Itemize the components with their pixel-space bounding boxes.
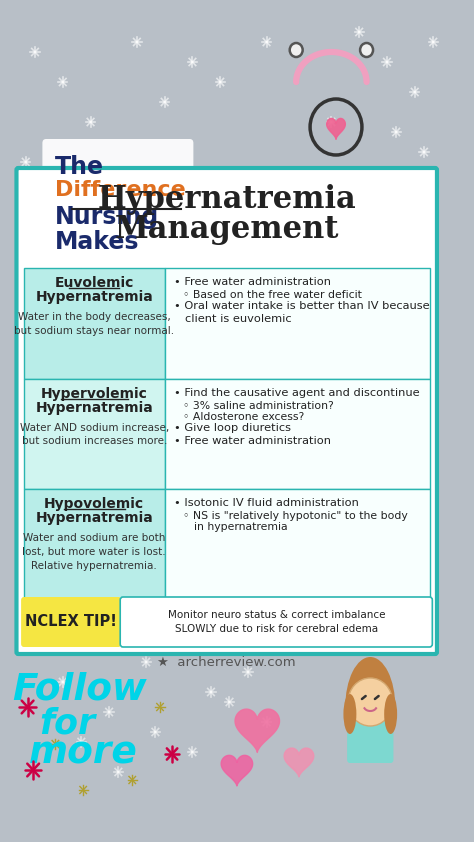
Text: Follow: Follow [12, 672, 147, 708]
Text: Hypervolemic: Hypervolemic [41, 386, 148, 401]
Bar [164, 268, 429, 379]
Text: Hypernatremia: Hypernatremia [36, 290, 153, 304]
Text: • Find the causative agent and discontinue: • Find the causative agent and discontin… [174, 387, 419, 397]
Text: Water and sodium are both
lost, but more water is lost.
Relative hypernatremia.: Water and sodium are both lost, but more… [22, 533, 166, 571]
Text: Hypernatremia: Hypernatremia [36, 401, 153, 414]
FancyBboxPatch shape [347, 719, 393, 763]
Text: Hypernatremia: Hypernatremia [97, 184, 356, 215]
Circle shape [348, 678, 392, 726]
Text: ◦ Aldosterone excess?: ◦ Aldosterone excess? [183, 412, 304, 422]
Bar [164, 489, 429, 600]
Ellipse shape [384, 694, 397, 734]
Polygon shape [235, 709, 280, 753]
Text: ◦ NS is "relatively hypotonic" to the body: ◦ NS is "relatively hypotonic" to the bo… [183, 511, 408, 521]
Text: Monitor neuro status & correct imbalance
SLOWLY due to risk for cerebral edema: Monitor neuro status & correct imbalance… [167, 610, 385, 634]
Bar [164, 379, 429, 489]
Text: Hypovolemic: Hypovolemic [44, 498, 145, 511]
Text: • Isotonic IV fluid administration: • Isotonic IV fluid administration [174, 498, 359, 509]
Bar [24, 379, 164, 489]
FancyBboxPatch shape [17, 168, 437, 654]
Text: NCLEX TIP!: NCLEX TIP! [25, 615, 117, 630]
Text: Euvolemic: Euvolemic [55, 276, 134, 290]
Text: Water in the body decreases,
but sodium stays near normal.: Water in the body decreases, but sodium … [14, 312, 174, 336]
Bar [24, 489, 164, 600]
Circle shape [360, 43, 373, 57]
Text: • Free water administration: • Free water administration [174, 435, 331, 445]
Text: Makes: Makes [55, 230, 140, 254]
Text: ◦ Based on the free water deficit: ◦ Based on the free water deficit [183, 290, 362, 300]
Polygon shape [284, 748, 314, 777]
FancyBboxPatch shape [21, 597, 121, 647]
Text: ★  archerreview.com: ★ archerreview.com [157, 656, 296, 669]
Ellipse shape [345, 657, 395, 757]
Text: • Give loop diuretics: • Give loop diuretics [174, 423, 291, 433]
Polygon shape [327, 119, 346, 139]
Text: Difference: Difference [55, 180, 186, 200]
Text: client is euvolemic: client is euvolemic [185, 314, 292, 324]
Text: Water AND sodium increase,
but sodium increases more.: Water AND sodium increase, but sodium in… [19, 423, 169, 446]
Text: in hypernatremia: in hypernatremia [194, 522, 288, 532]
Circle shape [290, 43, 303, 57]
FancyBboxPatch shape [120, 597, 432, 647]
Text: • Free water administration: • Free water administration [174, 277, 331, 287]
Bar [24, 268, 164, 379]
FancyBboxPatch shape [42, 139, 193, 259]
Text: Hypernatremia: Hypernatremia [36, 511, 153, 525]
Text: Nursing: Nursing [55, 205, 160, 229]
Text: The: The [55, 155, 104, 179]
Text: ◦ 3% saline administration?: ◦ 3% saline administration? [183, 401, 334, 411]
Text: for: for [39, 706, 95, 740]
Text: Management: Management [114, 214, 339, 245]
Ellipse shape [344, 694, 356, 734]
Text: • Oral water intake is better than IV because: • Oral water intake is better than IV be… [174, 301, 429, 311]
Text: more: more [29, 736, 137, 772]
Polygon shape [221, 755, 253, 786]
